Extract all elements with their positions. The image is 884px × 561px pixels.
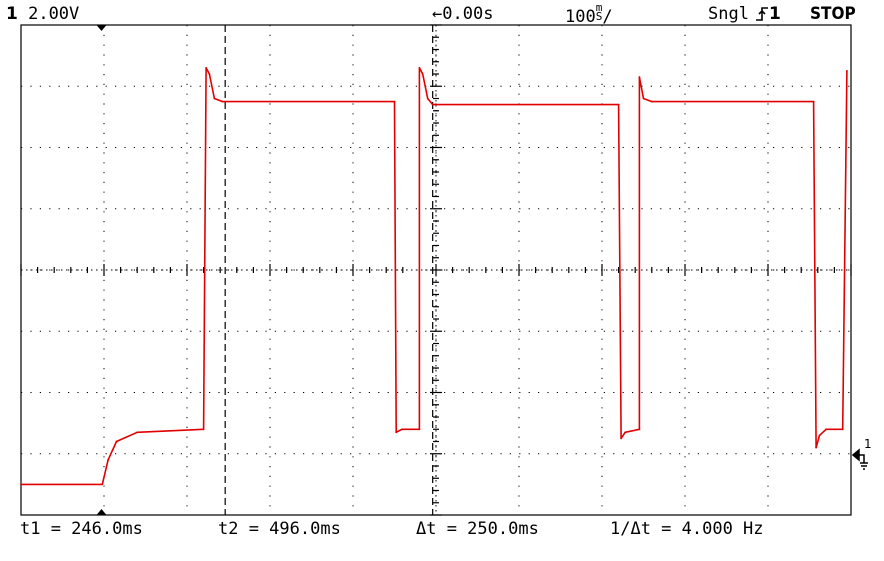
trigger-position-marker-top	[96, 25, 107, 31]
waveform-sample-point	[221, 100, 224, 103]
waveform-sample-point	[818, 434, 821, 437]
time-per-div-slash: /	[602, 7, 613, 27]
waveform-sample-point	[638, 76, 641, 78]
waveform-line	[21, 67, 848, 486]
waveform-sample-point	[205, 67, 208, 69]
measurement-t1: t1 = 246.0ms	[20, 519, 143, 539]
acquisition-mode: Sngl	[708, 4, 749, 24]
run-state: STOP	[810, 3, 856, 25]
waveform-sample-point	[20, 483, 22, 486]
trigger-markers	[96, 25, 107, 515]
waveform-sample-point	[642, 97, 645, 100]
waveform-sample-point	[426, 97, 429, 100]
channel-scale: 1 2.00V	[6, 3, 79, 25]
waveform-sample-point	[841, 428, 844, 431]
waveform-sample-point	[401, 428, 403, 431]
waveform-sample-point	[421, 73, 424, 75]
waveform-sample-point	[650, 100, 653, 103]
waveform-sample-point	[107, 459, 109, 461]
measurement-t2: t2 = 496.0ms	[218, 519, 341, 539]
time-offset: 0.00s	[442, 4, 494, 24]
waveform-sample-point	[393, 100, 396, 103]
time-reference: ←0.00s	[432, 3, 493, 25]
waveform-sample-point	[624, 431, 627, 434]
measurement-delta-t: Δt = 250.0ms	[416, 519, 539, 539]
trigger-source: 1	[769, 3, 781, 25]
waveform-sample-point	[846, 70, 848, 72]
trigger-position-marker-bottom	[96, 509, 107, 515]
waveform-sample-point	[213, 97, 216, 100]
waveform-sample-point	[812, 100, 815, 103]
waveform-sample-point	[620, 437, 622, 440]
time-per-div-value: 100	[565, 7, 596, 27]
trigger-status: Sngl	[708, 3, 749, 25]
run-state-label: STOP	[810, 4, 856, 24]
waveform-sample-point	[208, 73, 211, 75]
waveform-sample-point	[815, 446, 817, 449]
time-cursors	[224, 25, 434, 515]
waveform-sample-point	[115, 440, 118, 443]
waveform-sample-point	[431, 103, 434, 106]
waveform-sample-point	[418, 428, 421, 431]
channel-1-trace	[20, 67, 848, 486]
waveform-sample-point	[101, 483, 104, 486]
waveform-sample-point	[617, 103, 620, 106]
waveform-sample-point	[136, 431, 139, 434]
trigger-channel: 1	[769, 4, 781, 24]
waveform-sample-point	[638, 428, 641, 431]
time-reference-arrow-icon: ←	[432, 4, 443, 24]
waveform-sample-point	[418, 67, 421, 69]
waveform-sample-point	[395, 431, 398, 434]
measurement-frequency: 1/Δt = 4.000 Hz	[610, 519, 764, 539]
ground-marker-label: 1	[864, 437, 872, 451]
waveform-sample-point	[202, 428, 205, 431]
timebase: 100 m S /	[565, 1, 613, 28]
waveform-sample-point	[825, 428, 827, 431]
ground-icon	[851, 448, 868, 470]
graticule-grid	[20, 24, 852, 516]
channel-number: 1	[6, 4, 18, 24]
volts-per-div: 2.00V	[28, 4, 80, 24]
